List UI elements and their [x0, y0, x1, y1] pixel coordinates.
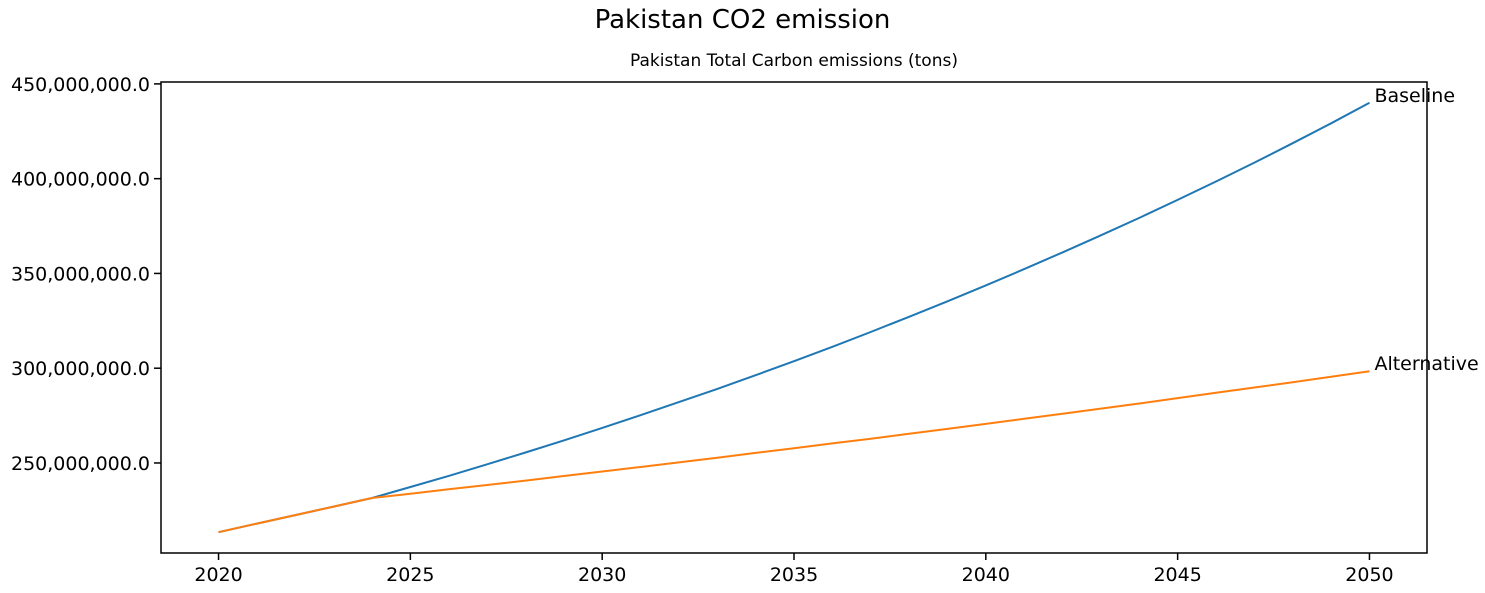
x-axis-tick-label: 2025 — [386, 564, 434, 586]
x-axis-tick-label: 2040 — [962, 564, 1010, 586]
axes-title: Pakistan Total Carbon emissions (tons) — [630, 51, 958, 71]
y-axis-tick-label: 350,000,000.0 — [11, 263, 150, 285]
x-axis-tick-label: 2050 — [1345, 564, 1393, 586]
series-label-alternative: Alternative — [1374, 353, 1478, 375]
x-axis-tick-label: 2035 — [770, 564, 818, 586]
x-axis-tick-label: 2030 — [578, 564, 626, 586]
y-axis-tick-label: 400,000,000.0 — [11, 169, 150, 191]
series-label-baseline: Baseline — [1374, 85, 1455, 107]
y-axis-tick-label: 300,000,000.0 — [11, 358, 150, 380]
figure-title: Pakistan CO2 emission — [594, 5, 891, 35]
plot-spines — [160, 81, 1428, 554]
y-axis-tick-label: 250,000,000.0 — [11, 453, 150, 475]
x-axis-tick-label: 2045 — [1153, 564, 1201, 586]
x-axis-tick-label: 2020 — [194, 564, 242, 586]
y-axis-tick-label: 450,000,000.0 — [11, 74, 150, 96]
baseline-line — [218, 101, 1370, 534]
alternative-line — [218, 370, 1370, 534]
